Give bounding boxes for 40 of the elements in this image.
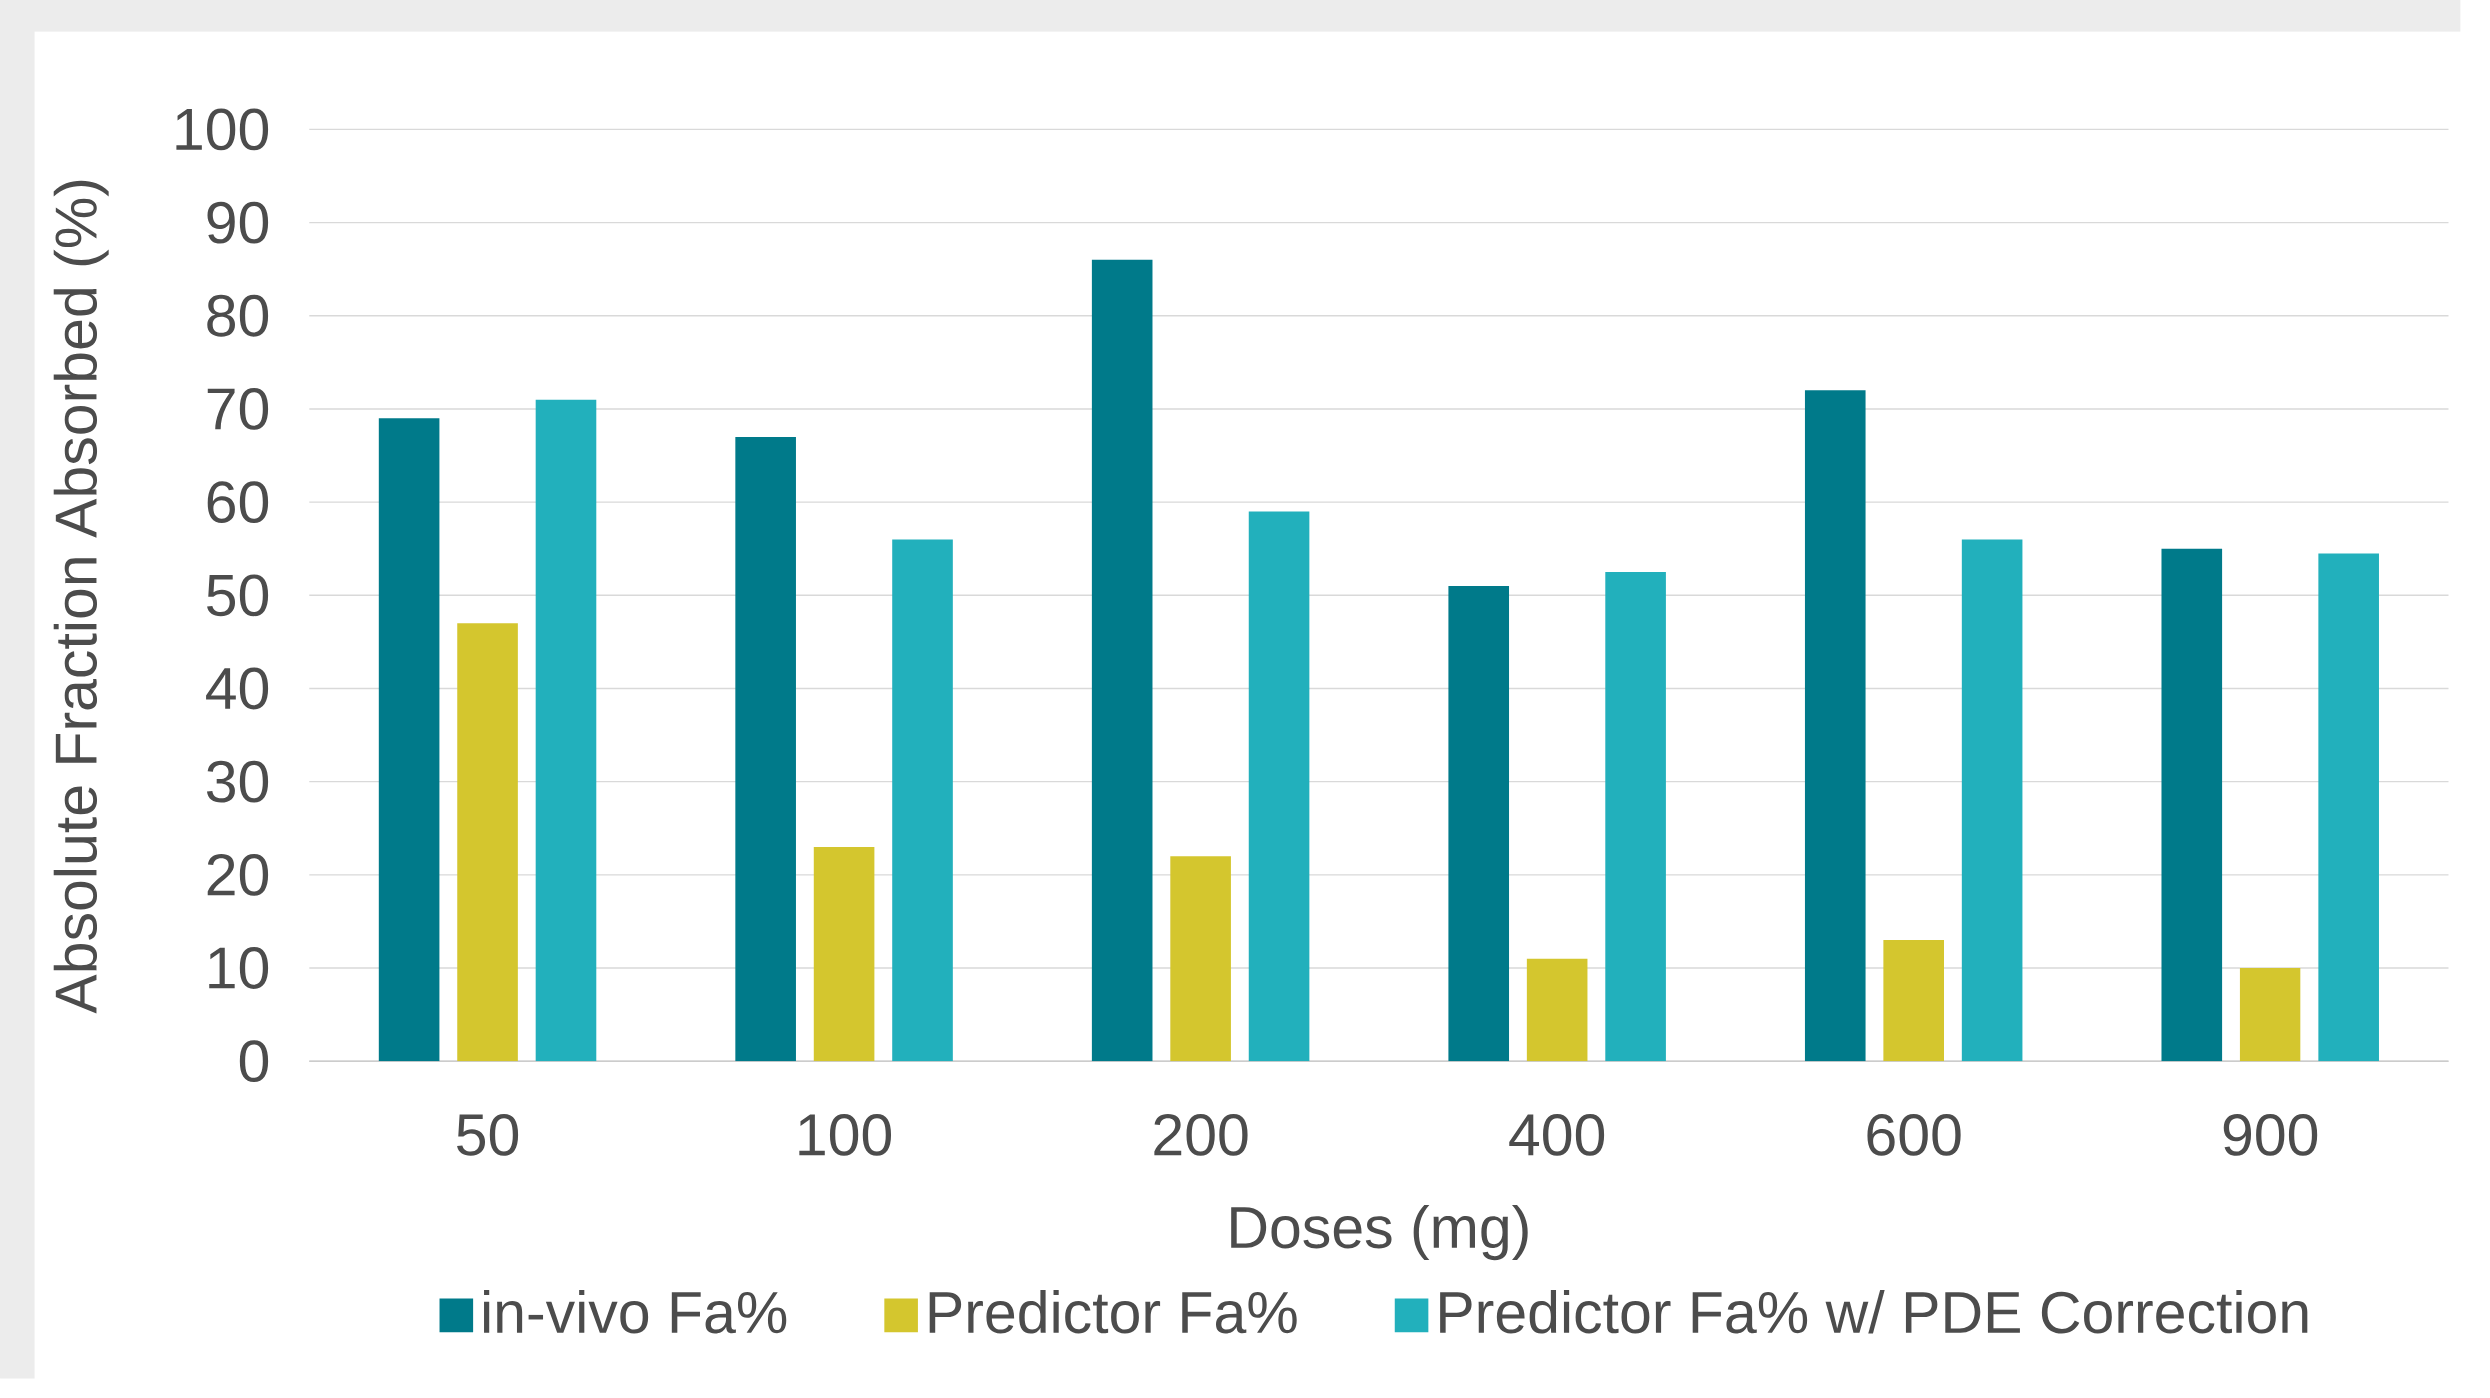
y-axis-title: Absolute Fraction Absorbed (%) [53, 180, 109, 1014]
y-tick-label: 70 [207, 387, 269, 430]
bar [892, 539, 953, 1062]
x-tick-label: 600 [1867, 1113, 1961, 1156]
y-tick-label: 10 [209, 947, 269, 989]
bar [1961, 539, 2023, 1062]
bar [1170, 856, 1231, 1062]
bar [2161, 548, 2223, 1062]
bar [378, 418, 440, 1062]
x-tick-label: 900 [2223, 1113, 2318, 1156]
bar [1091, 259, 1153, 1062]
y-tick-label: 30 [206, 760, 269, 803]
y-tick-label: 80 [207, 294, 269, 337]
y-tick-label: 40 [206, 667, 269, 710]
bar [2239, 967, 2301, 1062]
bar [735, 436, 796, 1062]
bar [2318, 553, 2379, 1062]
bar [1526, 958, 1588, 1062]
x-tick-label: 100 [799, 1113, 892, 1156]
bar [1248, 511, 1310, 1062]
y-tick-label: 20 [207, 853, 269, 896]
legend-label: in-vivo Fa% [484, 1290, 787, 1334]
bar [1883, 940, 1944, 1062]
y-tick-label: 100 [176, 108, 269, 151]
legend-label: Predictor Fa% w/ PDE Correction [1440, 1290, 2308, 1334]
bar [1448, 585, 1510, 1062]
y-tick-label: 50 [207, 574, 269, 617]
bar [457, 623, 518, 1062]
bar [1804, 390, 1866, 1062]
x-tick-label: 50 [457, 1113, 519, 1156]
bar [1605, 571, 1666, 1062]
y-tick-label: 0 [239, 1040, 269, 1083]
x-tick-label: 400 [1509, 1113, 1605, 1156]
x-tick-label: 200 [1154, 1113, 1248, 1156]
x-axis-title: Doses (mg) [1231, 1205, 1528, 1261]
y-tick-label: 90 [207, 201, 269, 244]
legend-label: Predictor Fa% [929, 1290, 1297, 1334]
bar [535, 399, 597, 1062]
bar [813, 846, 875, 1062]
y-tick-label: 60 [207, 481, 269, 523]
